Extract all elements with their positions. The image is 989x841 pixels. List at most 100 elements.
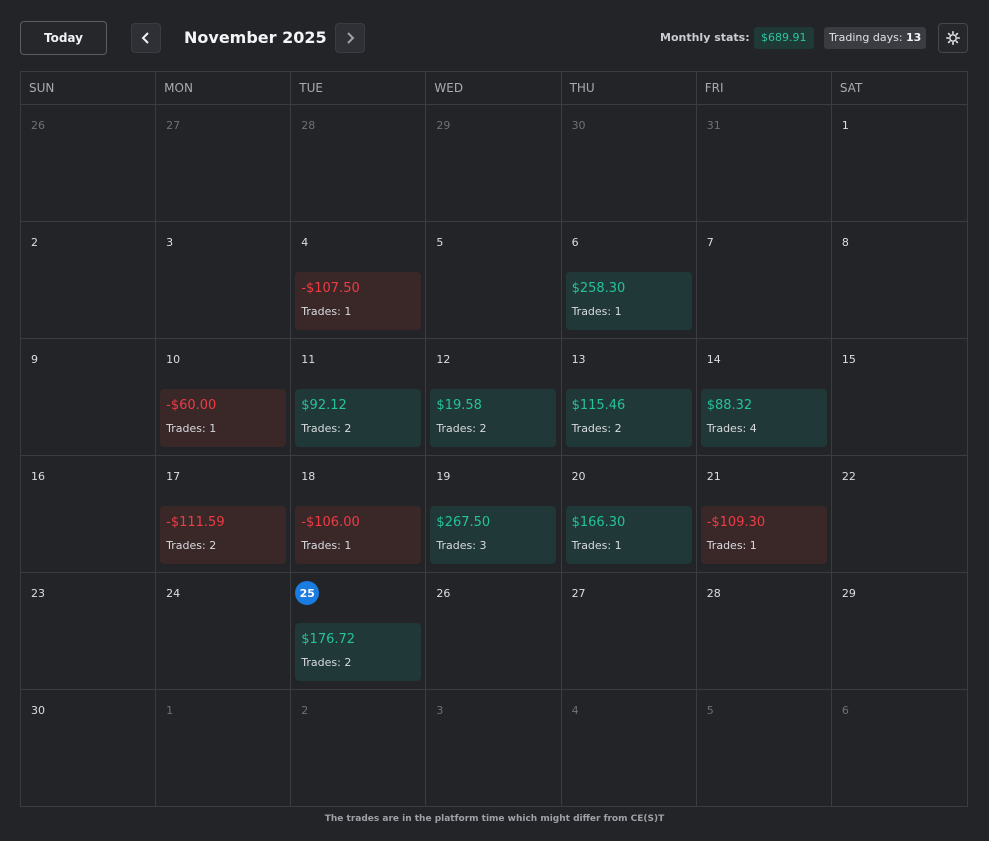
day-cell[interactable]: 17 -$111.59 Trades: 2: [156, 456, 292, 572]
day-number: 27: [166, 119, 181, 132]
day-number: 30: [571, 119, 586, 132]
day-cell[interactable]: 4: [562, 690, 697, 807]
pnl-amount: $88.32: [706, 398, 753, 413]
day-cell[interactable]: 3: [156, 222, 292, 338]
day-number: 14: [706, 353, 721, 366]
day-number: 18: [301, 470, 316, 483]
day-cell[interactable]: 9: [21, 339, 157, 455]
profit-summary-card[interactable]: $267.50 Trades: 3: [430, 506, 557, 564]
day-number: 4: [301, 236, 309, 249]
loss-summary-card[interactable]: -$109.30 Trades: 1: [700, 506, 827, 564]
loss-summary-card[interactable]: -$111.59 Trades: 2: [160, 506, 287, 564]
day-cell[interactable]: 19 $267.50 Trades: 3: [426, 456, 562, 572]
day-number: 6: [841, 704, 849, 717]
day-number: 28: [301, 119, 316, 132]
day-cell[interactable]: 12 $19.58 Trades: 2: [426, 339, 562, 455]
pnl-amount: -$109.30: [706, 515, 766, 530]
chevron-right-icon: [347, 32, 355, 44]
day-cell[interactable]: 25 $176.72 Trades: 2: [291, 573, 427, 689]
prev-month-button[interactable]: [131, 23, 161, 53]
day-cell[interactable]: 3: [426, 690, 562, 807]
day-cell[interactable]: 8: [832, 222, 967, 338]
chevron-left-icon: [141, 32, 149, 44]
profit-summary-card[interactable]: $19.58 Trades: 2: [430, 389, 557, 447]
day-cell[interactable]: 23: [21, 573, 157, 689]
day-cell[interactable]: 16: [21, 456, 157, 572]
day-cell[interactable]: 31: [697, 105, 832, 221]
weekday-header-wed: WED: [426, 72, 562, 105]
trading-days-label: Trading days:: [829, 31, 903, 44]
weekday-header-fri: FRI: [697, 72, 832, 105]
trade-count: Trades: 1: [166, 422, 217, 435]
next-month-button[interactable]: [335, 23, 365, 53]
day-cell[interactable]: 26: [426, 573, 562, 689]
day-cell[interactable]: 2: [291, 690, 427, 807]
day-number: 26: [436, 587, 451, 600]
profit-summary-card[interactable]: $88.32 Trades: 4: [700, 389, 827, 447]
day-cell[interactable]: 13 $115.46 Trades: 2: [562, 339, 697, 455]
pnl-amount: -$60.00: [166, 398, 217, 413]
day-cell[interactable]: 22: [832, 456, 967, 572]
day-cell[interactable]: 30: [562, 105, 697, 221]
day-cell[interactable]: 15: [832, 339, 967, 455]
day-number: 6: [571, 236, 579, 249]
day-number: 19: [436, 470, 451, 483]
today-date-marker: 25: [295, 581, 320, 605]
loss-summary-card[interactable]: -$106.00 Trades: 1: [295, 506, 422, 564]
day-cell[interactable]: 20 $166.30 Trades: 1: [562, 456, 697, 572]
day-number: 20: [571, 470, 586, 483]
day-cell[interactable]: 30: [21, 690, 157, 807]
weekday-header-tue: TUE: [291, 72, 427, 105]
day-number: 31: [706, 119, 721, 132]
day-cell[interactable]: 10 -$60.00 Trades: 1: [156, 339, 292, 455]
day-number: 7: [706, 236, 714, 249]
day-cell[interactable]: 24: [156, 573, 292, 689]
day-cell[interactable]: 28: [697, 573, 832, 689]
day-cell[interactable]: 29: [426, 105, 562, 221]
trade-count: Trades: 2: [166, 539, 217, 552]
day-number: 10: [166, 353, 181, 366]
profit-summary-card[interactable]: $166.30 Trades: 1: [565, 506, 692, 564]
day-number: 27: [571, 587, 586, 600]
day-cell[interactable]: 11 $92.12 Trades: 2: [291, 339, 427, 455]
day-cell[interactable]: 21 -$109.30 Trades: 1: [697, 456, 832, 572]
today-button[interactable]: Today: [20, 21, 107, 55]
day-cell[interactable]: 4 -$107.50 Trades: 1: [291, 222, 427, 338]
day-cell[interactable]: 26: [21, 105, 157, 221]
settings-button[interactable]: [938, 23, 968, 53]
day-cell[interactable]: 6 $258.30 Trades: 1: [562, 222, 697, 338]
timezone-note: The trades are in the platform time whic…: [324, 814, 665, 824]
day-cell[interactable]: 29: [832, 573, 967, 689]
calendar-week-row: 26 27 28 29 30 31 1: [21, 105, 967, 222]
day-cell[interactable]: 5: [426, 222, 562, 338]
loss-summary-card[interactable]: -$107.50 Trades: 1: [295, 272, 422, 330]
day-cell[interactable]: 27: [156, 105, 292, 221]
profit-summary-card[interactable]: $115.46 Trades: 2: [565, 389, 692, 447]
day-cell[interactable]: 1: [156, 690, 292, 807]
day-number: 21: [706, 470, 721, 483]
pnl-amount: -$111.59: [166, 515, 225, 530]
day-number: 15: [841, 353, 856, 366]
pnl-amount: $166.30: [571, 515, 626, 530]
pnl-amount: $267.50: [436, 515, 491, 530]
trade-count: Trades: 1: [571, 539, 622, 552]
calendar-header: Today November 2025 Monthly stats: $689.…: [0, 0, 989, 72]
day-cell[interactable]: 27: [562, 573, 697, 689]
day-number: 1: [841, 119, 849, 132]
profit-summary-card[interactable]: $92.12 Trades: 2: [295, 389, 422, 447]
day-cell[interactable]: 5: [697, 690, 832, 807]
day-cell[interactable]: 18 -$106.00 Trades: 1: [291, 456, 427, 572]
day-cell[interactable]: 1: [832, 105, 967, 221]
day-cell[interactable]: 14 $88.32 Trades: 4: [697, 339, 832, 455]
profit-summary-card[interactable]: $258.30 Trades: 1: [565, 272, 692, 330]
day-number: 17: [166, 470, 181, 483]
day-cell[interactable]: 7: [697, 222, 832, 338]
day-cell[interactable]: 2: [21, 222, 157, 338]
monthly-stats-label: Monthly stats:: [660, 31, 750, 44]
loss-summary-card[interactable]: -$60.00 Trades: 1: [160, 389, 287, 447]
profit-summary-card[interactable]: $176.72 Trades: 2: [295, 623, 422, 681]
day-cell[interactable]: 28: [291, 105, 427, 221]
trade-count: Trades: 1: [301, 539, 352, 552]
day-number: 29: [841, 587, 856, 600]
day-cell[interactable]: 6: [832, 690, 967, 807]
